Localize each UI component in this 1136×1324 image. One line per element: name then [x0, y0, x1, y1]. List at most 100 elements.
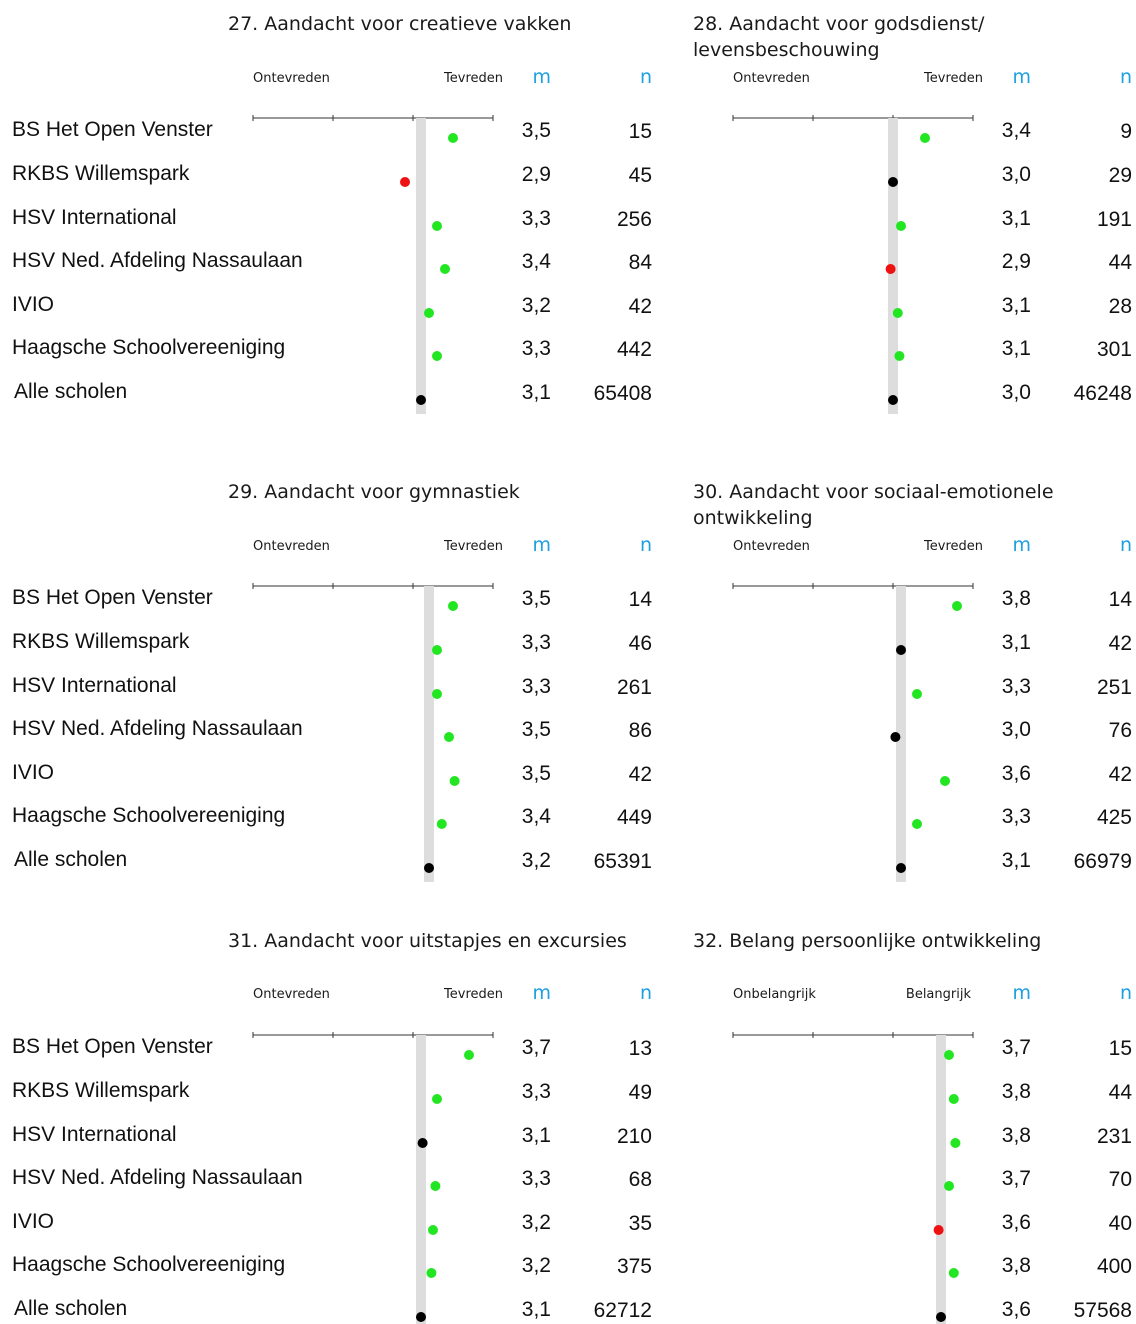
data-point: [400, 177, 410, 187]
count-value: 210: [616, 1125, 652, 1148]
mean-value: 3,6: [1001, 1298, 1031, 1321]
mean-value: 3,3: [521, 631, 551, 654]
data-point: [432, 1094, 442, 1104]
mean-value: 3,4: [1001, 119, 1031, 142]
count-value: 301: [1096, 338, 1132, 361]
mean-value: 3,2: [521, 1211, 551, 1234]
school-label: BS Het Open Venster: [12, 1035, 213, 1058]
column-header-n: n: [639, 66, 652, 88]
school-label: BS Het Open Venster: [12, 118, 213, 141]
column-header-n: n: [639, 982, 652, 1004]
count-value: 40: [1108, 1212, 1132, 1235]
panel-title: 31. Aandacht voor uitstapjes en excursie…: [228, 930, 627, 952]
count-value: 57568: [1073, 1299, 1132, 1322]
count-value: 400: [1096, 1255, 1132, 1278]
column-header-m: m: [532, 66, 551, 88]
column-header-m: m: [532, 534, 551, 556]
panel-title: 29. Aandacht voor gymnastiek: [228, 481, 520, 503]
count-value: 15: [1108, 1037, 1132, 1060]
count-value: 76: [1108, 719, 1132, 742]
data-point: [890, 732, 901, 742]
data-point: [432, 351, 442, 361]
mean-value: 3,2: [521, 1254, 551, 1277]
data-point: [933, 1225, 944, 1235]
mean-value: 3,4: [521, 805, 551, 828]
panel-title: ontwikkeling: [693, 507, 813, 529]
column-header-n: n: [1119, 982, 1132, 1004]
scale-label-left: Ontevreden: [253, 71, 330, 86]
data-point: [896, 863, 906, 873]
school-label: HSV Ned. Afdeling Nassaulaan: [12, 1166, 303, 1189]
count-value: 425: [1096, 806, 1132, 829]
mean-value: 3,1: [1001, 849, 1031, 872]
school-label: HSV International: [12, 206, 177, 229]
panel-title: 32. Belang persoonlijke ontwikkeling: [693, 930, 1042, 952]
data-point: [417, 1138, 428, 1148]
school-label: IVIO: [12, 1210, 55, 1233]
mean-value: 3,0: [1001, 718, 1031, 741]
data-point: [952, 601, 962, 611]
scale-label-right: Tevreden: [444, 71, 503, 86]
school-label: Haagsche Schoolvereeniging: [12, 336, 286, 359]
data-point: [885, 264, 896, 274]
school-label: HSV International: [12, 1123, 177, 1146]
data-point: [940, 776, 950, 786]
count-value: 251: [1096, 676, 1132, 699]
mean-value: 3,8: [1001, 1124, 1031, 1147]
mean-value: 3,0: [1001, 163, 1031, 186]
mean-value: 3,7: [1001, 1167, 1031, 1190]
school-label: Alle scholen: [14, 1297, 128, 1320]
count-value: 46248: [1073, 382, 1132, 405]
mean-value: 2,9: [1001, 250, 1031, 273]
school-label: HSV Ned. Afdeling Nassaulaan: [12, 717, 303, 740]
data-point: [444, 732, 454, 742]
scale-label-left: Ontevreden: [253, 539, 330, 554]
data-point: [944, 1181, 954, 1191]
mean-value: 3,3: [521, 1080, 551, 1103]
school-label: Alle scholen: [14, 380, 128, 403]
school-label: HSV International: [12, 674, 177, 697]
data-point: [912, 819, 922, 829]
data-point: [432, 221, 442, 231]
data-point: [432, 689, 442, 699]
data-point: [944, 1050, 954, 1060]
reference-band: [416, 118, 426, 414]
mean-value: 3,0: [1001, 381, 1031, 404]
mean-value: 3,7: [521, 1036, 551, 1059]
count-value: 28: [1108, 295, 1132, 318]
data-point: [424, 863, 434, 873]
column-header-m: m: [1012, 982, 1031, 1004]
count-value: 65408: [593, 382, 652, 405]
mean-value: 3,6: [1001, 762, 1031, 785]
count-value: 62712: [593, 1299, 652, 1322]
reference-band: [936, 1035, 946, 1324]
mean-value: 3,2: [521, 294, 551, 317]
count-value: 14: [628, 588, 652, 611]
school-label: BS Het Open Venster: [12, 586, 213, 609]
data-point: [950, 1138, 961, 1148]
scale-label-right: Belangrijk: [905, 987, 971, 1002]
mean-value: 3,1: [1001, 294, 1031, 317]
school-label: Haagsche Schoolvereeniging: [12, 804, 286, 827]
scale-label-left: Ontevreden: [733, 539, 810, 554]
count-value: 191: [1096, 208, 1132, 231]
data-point: [888, 177, 898, 187]
data-point: [436, 819, 447, 829]
column-header-m: m: [1012, 534, 1031, 556]
count-value: 46: [628, 632, 652, 655]
data-point: [448, 601, 458, 611]
data-point: [936, 1312, 946, 1322]
mean-value: 3,3: [1001, 805, 1031, 828]
count-value: 45: [628, 164, 652, 187]
count-value: 442: [616, 338, 652, 361]
count-value: 13: [628, 1037, 652, 1060]
data-point: [449, 776, 460, 786]
mean-value: 3,7: [1001, 1036, 1031, 1059]
count-value: 44: [1108, 1081, 1132, 1104]
data-point: [440, 264, 450, 274]
column-header-n: n: [639, 534, 652, 556]
count-value: 49: [628, 1081, 652, 1104]
mean-value: 3,3: [521, 1167, 551, 1190]
scale-label-left: Onbelangrijk: [733, 987, 816, 1002]
mean-value: 3,1: [1001, 207, 1031, 230]
